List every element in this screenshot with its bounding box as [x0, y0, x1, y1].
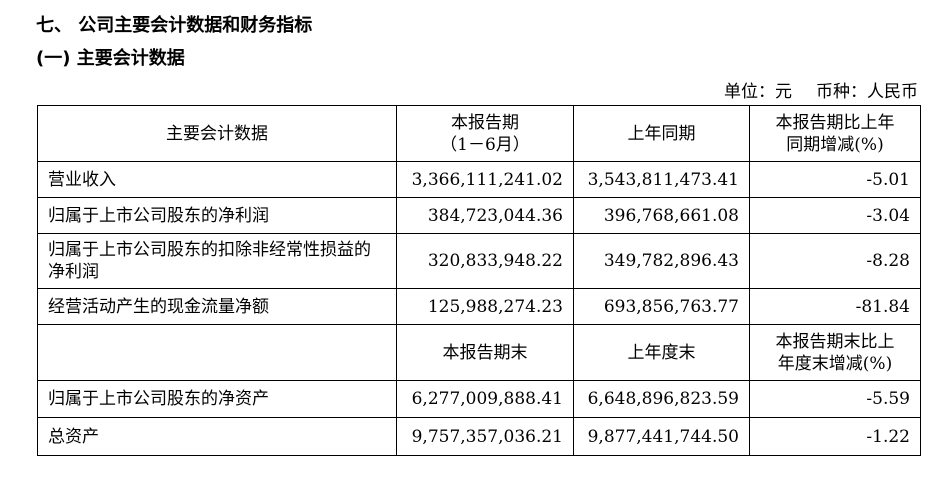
row-prior-value: 349,782,896.43: [573, 233, 750, 289]
currency-label: 币种：人民币: [816, 82, 918, 102]
row-current-value: 9,757,357,036.21: [396, 417, 574, 456]
row-label: 经营活动产生的现金流量净额: [37, 288, 397, 325]
row-current-value: 3,366,111,241.02: [396, 161, 574, 198]
accounting-data-table: 主要会计数据 本报告期 （1－6月） 上年同期 本报告期比上年 同期增减(%) …: [37, 105, 921, 456]
table-row: 归属于上市公司股东的扣除非经常性损益的净利润 320,833,948.22 34…: [37, 233, 921, 289]
subheader-cell-current: 本报告期末: [396, 324, 574, 381]
subheader-cell-prior: 上年度末: [573, 324, 750, 381]
header-current-line1: 本报告期: [451, 112, 519, 133]
row-label: 营业收入: [37, 161, 397, 198]
table-row: 归属于上市公司股东的净资产 6,277,009,888.41 6,648,896…: [37, 380, 921, 418]
subheader-change-line1: 本报告期末比上: [775, 331, 895, 352]
row-change-value: -81.84: [749, 288, 921, 325]
header-cell-prior: 上年同期: [573, 105, 750, 162]
header-current-line2: （1－6月）: [440, 134, 530, 155]
row-prior-value: 9,877,441,744.50: [573, 417, 750, 456]
section-heading: 七、 公司主要会计数据和财务指标: [36, 15, 313, 36]
unit-label: 单位：元: [724, 82, 792, 102]
row-change-value: -1.22: [749, 417, 921, 456]
table-row: 经营活动产生的现金流量净额 125,988,274.23 693,856,763…: [37, 288, 921, 325]
subheader-cell-change: 本报告期末比上 年度末增减(%): [749, 324, 921, 381]
row-change-value: -5.59: [749, 380, 921, 418]
row-current-value: 384,723,044.36: [396, 197, 574, 234]
subsection-heading: (一) 主要会计数据: [36, 48, 185, 69]
table-row: 营业收入 3,366,111,241.02 3,543,811,473.41 -…: [37, 161, 921, 198]
header-cell-label: 主要会计数据: [37, 105, 397, 162]
header-change-line2: 同期增减(%): [786, 134, 884, 155]
header-cell-current: 本报告期 （1－6月）: [396, 105, 574, 162]
unit-currency-line: 单位：元 币种：人民币: [724, 81, 918, 103]
row-label: 总资产: [37, 417, 397, 456]
subheader-cell-label: [37, 324, 397, 381]
row-prior-value: 3,543,811,473.41: [573, 161, 750, 198]
row-change-value: -8.28: [749, 233, 921, 289]
row-prior-value: 6,648,896,823.59: [573, 380, 750, 418]
row-current-value: 6,277,009,888.41: [396, 380, 574, 418]
header-change-line1: 本报告期比上年: [775, 112, 895, 133]
row-change-value: -3.04: [749, 197, 921, 234]
subheader-change-line2: 年度末增减(%): [777, 353, 893, 374]
row-current-value: 125,988,274.23: [396, 288, 574, 325]
row-label: 归属于上市公司股东的扣除非经常性损益的净利润: [37, 233, 397, 289]
row-change-value: -5.01: [749, 161, 921, 198]
table-row: 总资产 9,757,357,036.21 9,877,441,744.50 -1…: [37, 417, 921, 456]
row-label: 归属于上市公司股东的净资产: [37, 380, 397, 418]
table-header-row: 主要会计数据 本报告期 （1－6月） 上年同期 本报告期比上年 同期增减(%): [37, 105, 921, 162]
header-cell-change: 本报告期比上年 同期增减(%): [749, 105, 921, 162]
table-subheader-row: 本报告期末 上年度末 本报告期末比上 年度末增减(%): [37, 324, 921, 381]
table-row: 归属于上市公司股东的净利润 384,723,044.36 396,768,661…: [37, 197, 921, 234]
row-prior-value: 693,856,763.77: [573, 288, 750, 325]
row-label: 归属于上市公司股东的净利润: [37, 197, 397, 234]
row-prior-value: 396,768,661.08: [573, 197, 750, 234]
row-current-value: 320,833,948.22: [396, 233, 574, 289]
